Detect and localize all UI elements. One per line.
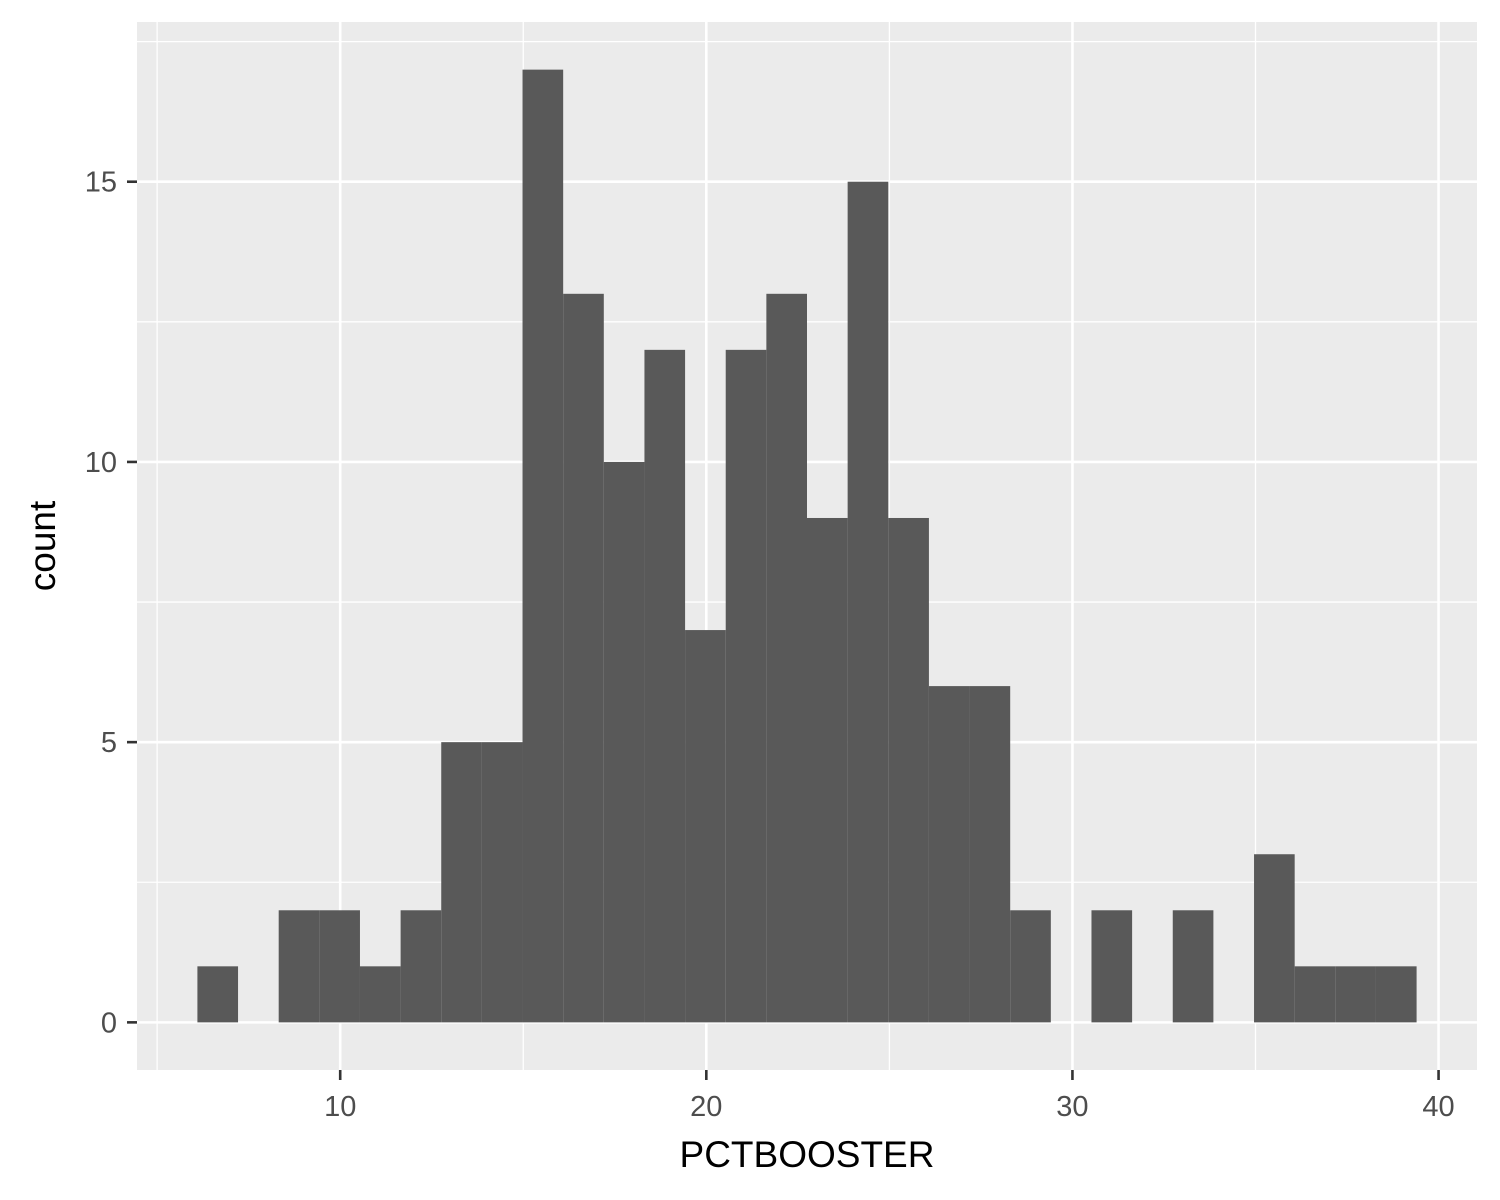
y-tick-label: 5 <box>101 727 117 759</box>
histogram-bar <box>644 349 686 1023</box>
y-axis: 0 5 10 15 <box>85 167 137 1039</box>
histogram-bar <box>1091 910 1133 1023</box>
histogram-bar <box>807 517 848 1023</box>
histogram-bar <box>563 293 604 1023</box>
histogram-bar <box>725 349 767 1023</box>
x-axis-title: PCTBOOSTER <box>680 1134 935 1175</box>
histogram-bar <box>766 293 807 1023</box>
histogram-bar <box>481 742 523 1023</box>
x-tick-label: 10 <box>324 1091 356 1123</box>
y-tick-label: 10 <box>85 447 117 479</box>
y-axis-title: count <box>22 500 63 591</box>
histogram-bar <box>1294 966 1336 1023</box>
histogram-bar <box>1254 854 1295 1023</box>
histogram-bar <box>603 461 645 1023</box>
histogram-bar <box>197 966 239 1023</box>
x-tick-label: 40 <box>1422 1091 1454 1123</box>
histogram-bar <box>319 910 360 1023</box>
x-tick-label: 20 <box>690 1091 722 1123</box>
histogram-bar <box>928 686 970 1023</box>
histogram-bar <box>969 686 1011 1023</box>
histogram-bar <box>1335 966 1376 1023</box>
histogram-bar <box>441 742 482 1023</box>
histogram-bar <box>278 910 320 1023</box>
histogram-bars <box>197 69 1417 1023</box>
x-tick-label: 30 <box>1056 1091 1088 1123</box>
histogram-bar <box>522 69 564 1023</box>
y-tick-label: 15 <box>85 167 117 199</box>
histogram-bar <box>847 181 889 1023</box>
x-axis: 10 20 30 40 <box>324 1070 1455 1123</box>
histogram-bar <box>359 966 401 1023</box>
histogram-bar <box>685 630 726 1023</box>
histogram-bar <box>400 910 442 1023</box>
y-tick-label: 0 <box>101 1007 117 1039</box>
histogram-bar <box>1010 910 1051 1023</box>
histogram-bar <box>888 517 929 1023</box>
histogram-bar <box>1172 910 1214 1023</box>
histogram-bar <box>1375 966 1417 1023</box>
